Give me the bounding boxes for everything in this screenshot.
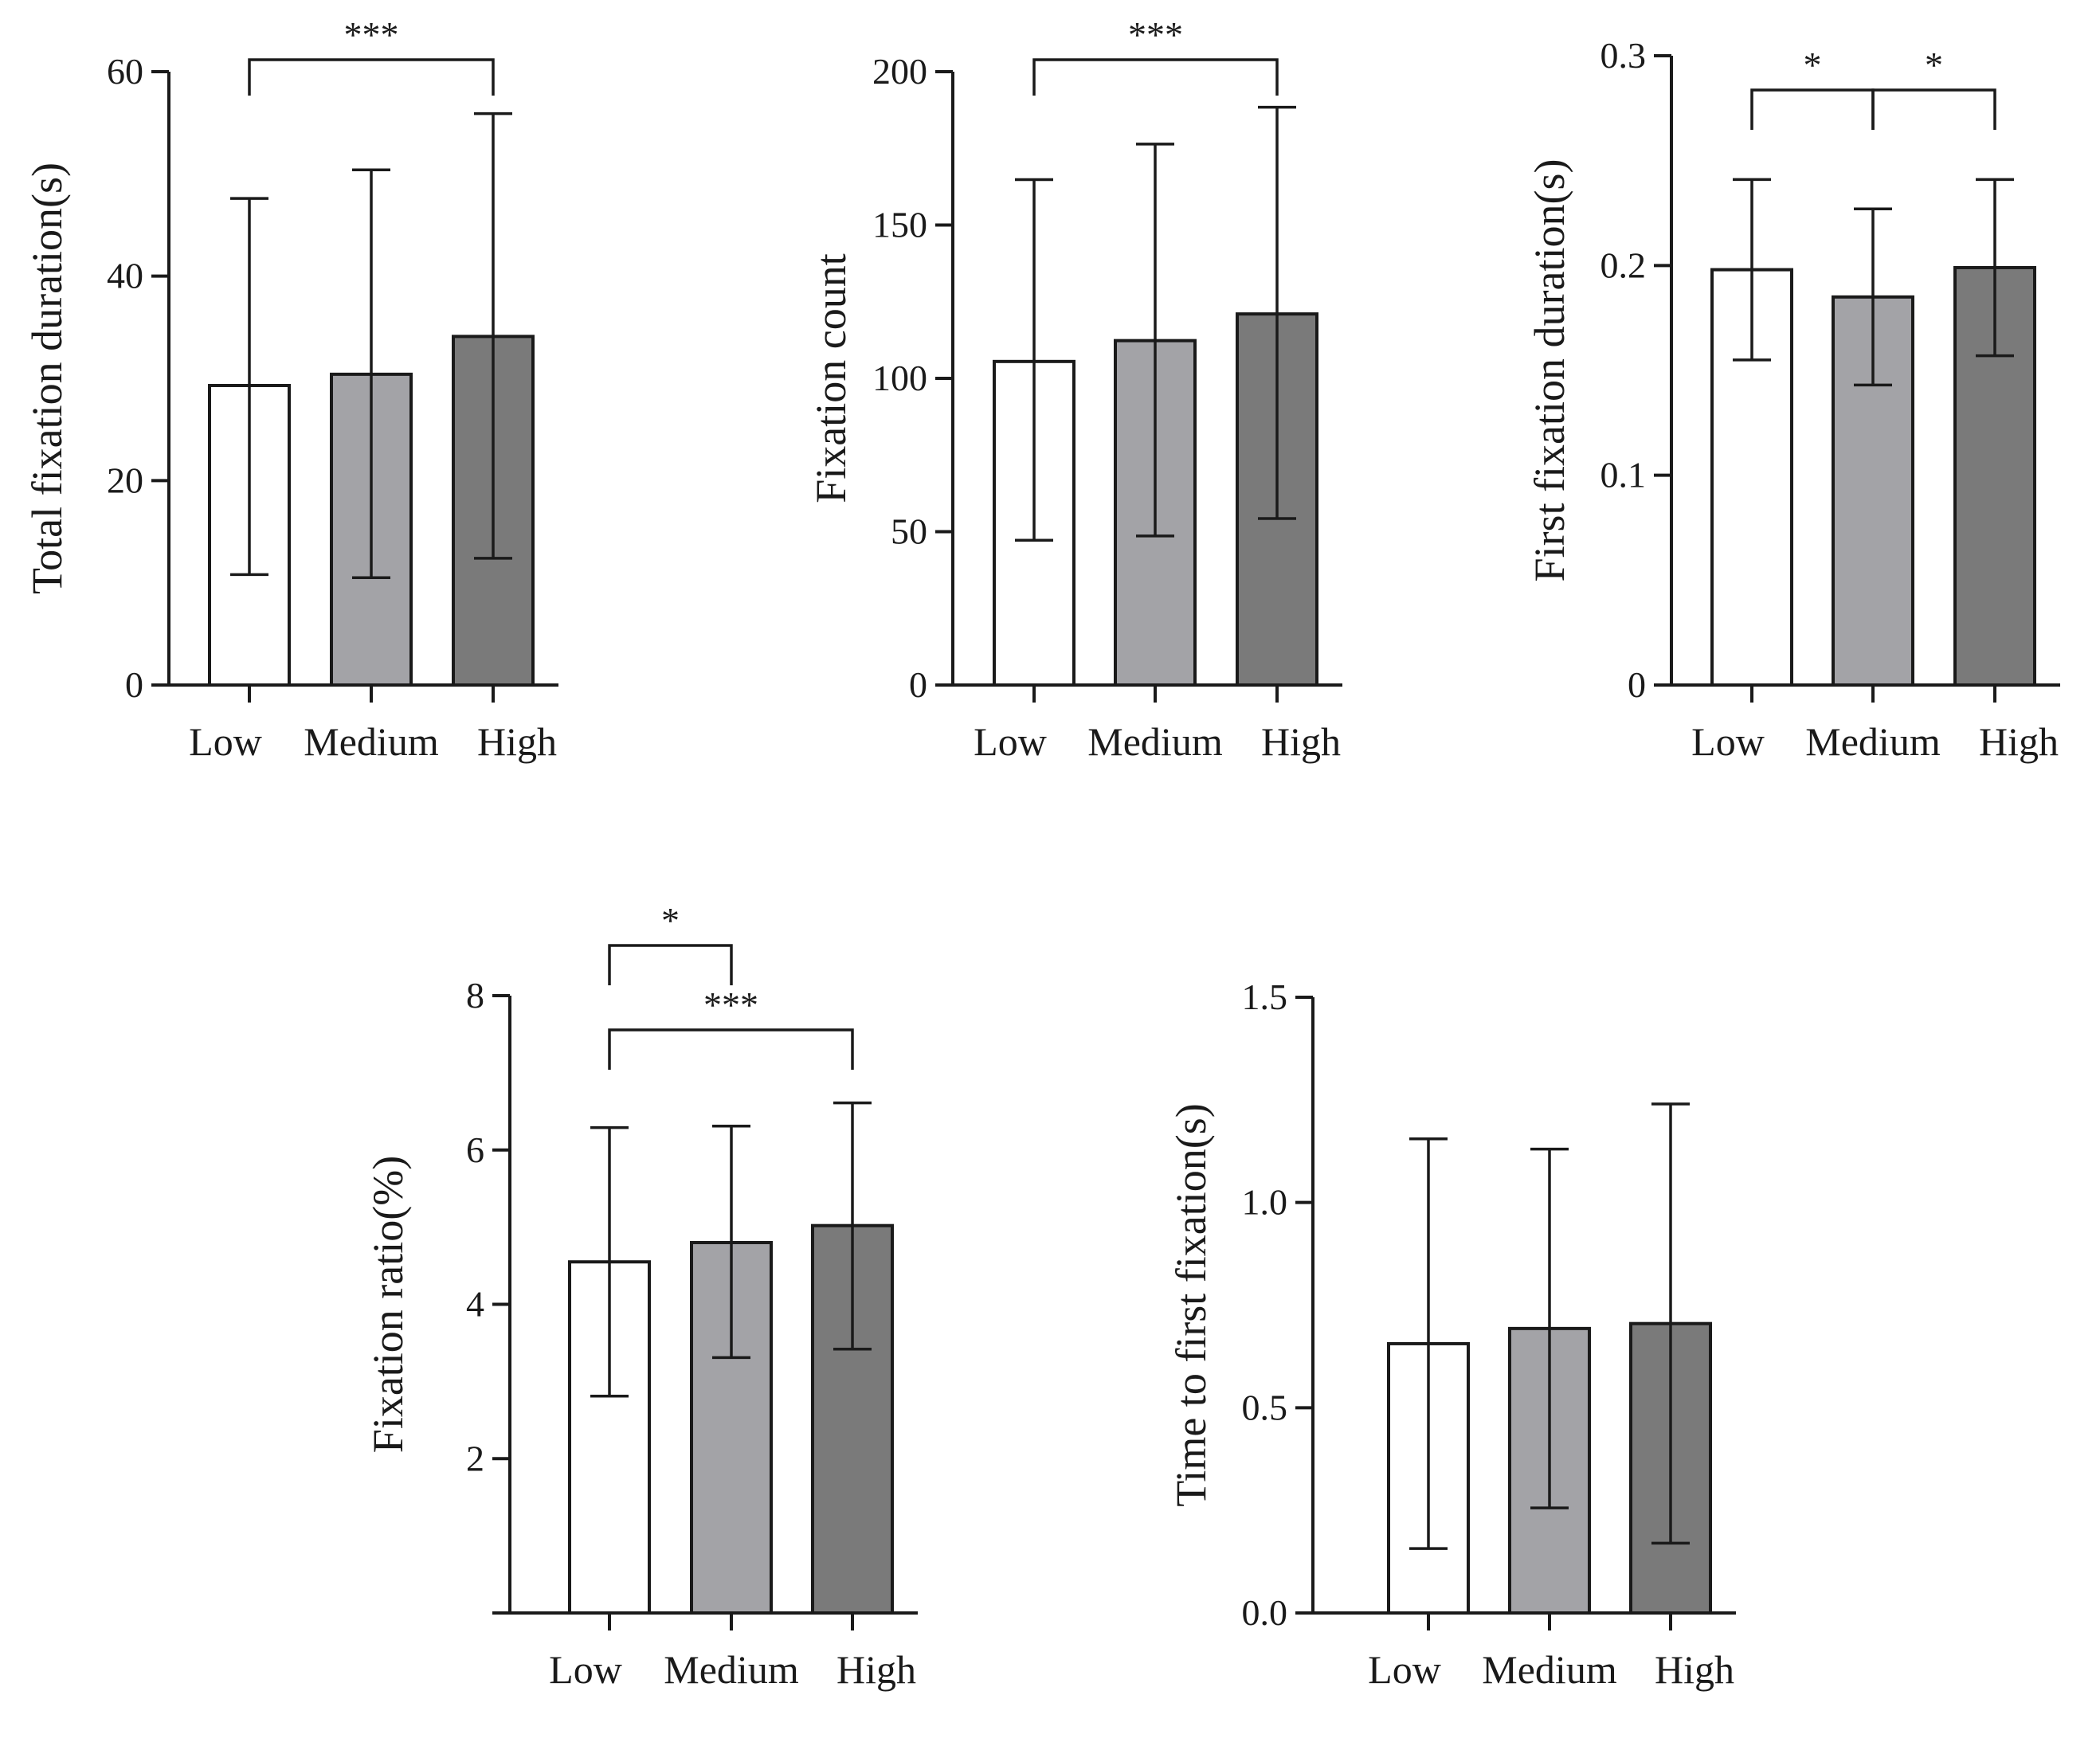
chart-panel-1: 0 20 40 60 Low Medium High Total fixation durat… bbox=[23, 14, 558, 764]
significance-bracket-line bbox=[248, 58, 495, 96]
y-tick-label: 1.0 bbox=[1242, 1182, 1288, 1223]
significance-bracket-line bbox=[1871, 88, 1996, 130]
significance-bracket-line bbox=[608, 944, 733, 985]
error-bar-high bbox=[1976, 178, 2014, 358]
y-axis-title: Fixation count bbox=[807, 253, 855, 503]
significance-bracket-line bbox=[608, 1028, 854, 1070]
error-bar-high bbox=[1651, 1102, 1690, 1545]
error-bar-low bbox=[1733, 178, 1771, 362]
y-axis-title: Time to first fixation(s) bbox=[1167, 1103, 1215, 1507]
y-tick-label: 8 bbox=[466, 975, 484, 1016]
x-tick-label-high: High bbox=[477, 719, 557, 764]
error-bar-high bbox=[833, 1101, 872, 1351]
x-tick-label-medium: Medium bbox=[1482, 1647, 1617, 1692]
significance-label: *** bbox=[1128, 14, 1183, 55]
error-bar-medium bbox=[1530, 1147, 1569, 1509]
x-tick-label-low: Low bbox=[189, 719, 262, 764]
y-tick-label: 6 bbox=[466, 1129, 484, 1170]
significance-label: *** bbox=[703, 985, 758, 1025]
significance-bracket: * bbox=[1871, 45, 1996, 130]
error-bar-high bbox=[474, 112, 512, 560]
x-tick-label-medium: Medium bbox=[1805, 719, 1941, 764]
error-bar-medium bbox=[352, 168, 390, 579]
x-tick-label-high: High bbox=[836, 1647, 916, 1692]
x-tick-label-high: High bbox=[1655, 1647, 1734, 1692]
y-tick-label: 0 bbox=[1628, 664, 1646, 705]
y-tick-label: 0.3 bbox=[1600, 35, 1647, 76]
y-tick-label: 1.5 bbox=[1242, 977, 1288, 1017]
y-tick-label: 0.1 bbox=[1600, 455, 1647, 495]
significance-label: *** bbox=[344, 14, 399, 55]
significance-bracket-line bbox=[1032, 58, 1279, 96]
y-tick-label: 4 bbox=[466, 1284, 484, 1325]
error-bar-low bbox=[230, 197, 268, 577]
error-bar-low bbox=[1015, 178, 1053, 542]
x-tick-label-low: Low bbox=[1368, 1647, 1441, 1692]
x-tick-label-low: Low bbox=[1691, 719, 1765, 764]
y-tick-label: 0.5 bbox=[1242, 1387, 1288, 1427]
error-bar-medium bbox=[712, 1124, 750, 1360]
error-bar-low bbox=[1409, 1137, 1448, 1550]
significance-bracket: *** bbox=[1032, 14, 1279, 96]
significance-bracket: *** bbox=[248, 14, 495, 96]
significance-label: * bbox=[1804, 45, 1822, 85]
y-axis-title: Fixation ratio(%) bbox=[364, 1156, 412, 1453]
y-axis-title: First fixation duration(s) bbox=[1526, 159, 1573, 582]
significance-label: * bbox=[1925, 45, 1943, 85]
significance-bracket: *** bbox=[608, 985, 854, 1070]
error-bar-low bbox=[590, 1125, 629, 1398]
significance-bracket-line bbox=[1750, 88, 1875, 130]
y-tick-label: 0.0 bbox=[1242, 1592, 1288, 1633]
y-tick-label: 40 bbox=[107, 256, 143, 296]
chart-panel-3: 0 0.1 0.2 0.3 Low Medium High First fixation du… bbox=[1526, 35, 2060, 764]
y-tick-label: 0 bbox=[909, 664, 927, 705]
error-bar-medium bbox=[1136, 143, 1174, 538]
significance-label: * bbox=[661, 900, 680, 941]
x-tick-label-medium: Medium bbox=[664, 1647, 799, 1692]
chart-panel-5: 0.0 0.5 1.0 1.5 Low Medium High Time to first f… bbox=[1167, 977, 1736, 1692]
y-tick-label: 0.2 bbox=[1600, 245, 1647, 285]
significance-bracket: * bbox=[608, 900, 733, 985]
y-tick-label: 60 bbox=[107, 51, 143, 92]
x-tick-label-medium: Medium bbox=[1087, 719, 1223, 764]
y-tick-label: 2 bbox=[466, 1438, 484, 1478]
significance-bracket: * bbox=[1750, 45, 1875, 130]
y-tick-label: 20 bbox=[107, 460, 143, 500]
y-tick-label: 50 bbox=[891, 511, 927, 552]
y-tick-label: 0 bbox=[125, 664, 143, 705]
x-tick-label-medium: Medium bbox=[304, 719, 439, 764]
error-bar-medium bbox=[1854, 207, 1892, 387]
y-tick-label: 200 bbox=[872, 51, 927, 92]
y-tick-label: 100 bbox=[872, 358, 927, 398]
x-tick-label-low: Low bbox=[974, 719, 1047, 764]
y-axis-title: Total fixation duration(s) bbox=[23, 162, 71, 594]
x-tick-label-high: High bbox=[1261, 719, 1341, 764]
x-tick-label-low: Low bbox=[549, 1647, 622, 1692]
chart-panel-2: 0 50 100 150 200 Low Medium High Fixation count *… bbox=[807, 14, 1342, 764]
y-tick-label: 150 bbox=[872, 205, 927, 245]
x-tick-label-high: High bbox=[1979, 719, 2059, 764]
error-bar-high bbox=[1258, 105, 1296, 520]
